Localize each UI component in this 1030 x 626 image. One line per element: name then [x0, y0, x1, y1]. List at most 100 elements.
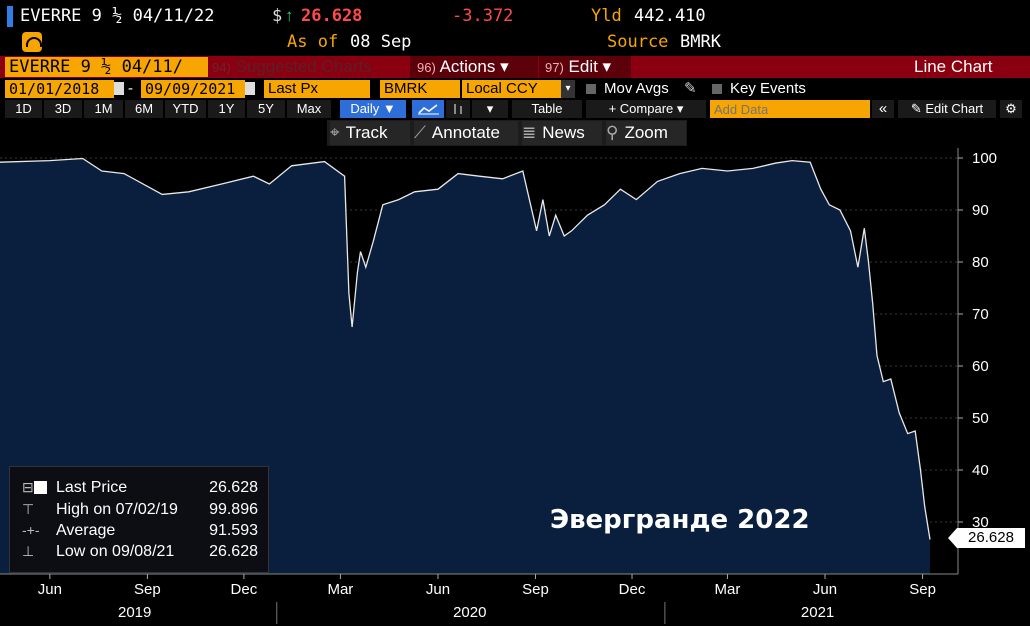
- last-price-tag: 26.628: [948, 528, 1025, 548]
- y-tick-label: 50: [972, 410, 989, 427]
- currency-select[interactable]: Local CCY: [462, 80, 564, 98]
- y-tick-label: 100: [972, 150, 997, 167]
- news-label: News: [542, 123, 585, 142]
- news-icon: ≣: [522, 123, 537, 142]
- x-tick-label: Sep: [909, 581, 936, 598]
- edit-chart-button[interactable]: ✎ Edit Chart: [898, 100, 996, 118]
- price-line: [0, 157, 931, 540]
- magnifier-icon: ⚲: [606, 123, 619, 142]
- year-label: 2021: [801, 604, 834, 621]
- source-label: Source: [607, 32, 669, 52]
- yield-value: 442.410: [634, 6, 706, 26]
- legend-label: Last Price: [56, 479, 128, 496]
- actions-menu[interactable]: 96) Actions ▾: [417, 56, 509, 78]
- x-tick-label: Jun: [38, 581, 62, 598]
- calendar-icon[interactable]: [114, 82, 124, 95]
- last-price: 26.628: [301, 6, 363, 26]
- zoom-label: Zoom: [624, 123, 668, 142]
- yield-label: Yld: [591, 6, 622, 26]
- as-of-label: As of: [287, 32, 339, 52]
- pencil-icon[interactable]: ✎: [684, 80, 697, 97]
- crosshair-icon: ⌖: [330, 123, 340, 142]
- chevron-down-icon[interactable]: ▾: [561, 80, 575, 98]
- start-date-field[interactable]: 01/01/2018: [5, 80, 114, 98]
- edit-number: 97): [545, 60, 564, 75]
- year-label: 2020: [453, 604, 486, 621]
- security-marker: [7, 6, 13, 27]
- mov-avgs-checkbox[interactable]: [586, 84, 596, 94]
- low-marker-icon: ⊥: [22, 543, 35, 559]
- y-axis-ticks: 30 40 50 60 70 80 90 100: [958, 150, 997, 531]
- period-button-5y[interactable]: 5Y: [247, 100, 285, 118]
- series-swatch: [34, 481, 47, 494]
- end-date-field[interactable]: 09/09/2021: [141, 80, 245, 98]
- actions-number: 96): [417, 60, 436, 75]
- add-data-input[interactable]: [710, 100, 870, 118]
- key-events-label[interactable]: Key Events: [730, 80, 806, 97]
- collapse-box-icon[interactable]: ⊟: [22, 479, 34, 495]
- line-chart-icon[interactable]: [412, 100, 444, 118]
- suggested-label: Suggested Charts: [235, 57, 372, 76]
- edit-menu[interactable]: 97) Edit ▾: [545, 56, 611, 78]
- high-marker-icon: ⊤: [22, 501, 35, 517]
- collapse-icon[interactable]: «: [872, 100, 894, 118]
- period-button-6m[interactable]: 6M: [125, 100, 163, 118]
- legend-value: 91.593: [209, 522, 258, 539]
- x-tick-label: Mar: [327, 581, 353, 598]
- chart-style-dropdown[interactable]: ▾: [472, 100, 508, 118]
- legend-low: ⊥ Low on 09/08/21 26.628: [10, 541, 268, 562]
- news-tool[interactable]: ≣ News: [522, 121, 602, 145]
- date-separator: -: [128, 80, 133, 97]
- edit-chart-label: Edit Chart: [925, 101, 984, 116]
- calendar-icon[interactable]: [245, 82, 255, 95]
- zoom-tool[interactable]: ⚲ Zoom: [606, 121, 686, 145]
- period-button-3d[interactable]: 3D: [44, 100, 82, 118]
- period-button-1y[interactable]: 1Y: [208, 100, 245, 118]
- source-value: BMRK: [680, 32, 721, 52]
- security-input[interactable]: EVERRE 9 ½ 04/11/: [5, 57, 208, 77]
- annotate-label: Annotate: [431, 123, 500, 142]
- key-events-checkbox[interactable]: [712, 84, 722, 94]
- mov-avgs-label[interactable]: Mov Avgs: [604, 80, 669, 97]
- period-button-max[interactable]: Max: [287, 100, 331, 118]
- suggested-number: 94): [212, 60, 231, 75]
- suggested-charts-menu[interactable]: 94) Suggested Charts: [212, 56, 372, 78]
- table-button[interactable]: Table: [512, 100, 582, 118]
- bar-chart-icon[interactable]: [446, 100, 470, 118]
- up-arrow-icon: ↑: [285, 6, 294, 25]
- gear-icon[interactable]: ⚙: [1000, 100, 1022, 118]
- frequency-select[interactable]: Daily ▼: [340, 100, 406, 118]
- legend-label: High on 07/02/19: [56, 501, 178, 518]
- y-tick-label: 60: [972, 358, 989, 375]
- x-tick-label: Jun: [813, 581, 837, 598]
- source-select[interactable]: BMRK: [380, 80, 460, 98]
- x-tick-label: Mar: [715, 581, 741, 598]
- annotate-icon: ⟋: [414, 123, 426, 142]
- period-button-1d[interactable]: 1D: [5, 100, 42, 118]
- bmrk-gauge-icon[interactable]: [22, 32, 42, 52]
- period-button-1m[interactable]: 1M: [84, 100, 123, 118]
- legend-label: Low on 09/08/21: [56, 543, 175, 560]
- as-of-value: 08 Sep: [350, 32, 412, 52]
- x-tick-label: Sep: [134, 581, 161, 598]
- edit-label: Edit ▾: [568, 57, 612, 76]
- legend-value: 26.628: [209, 479, 258, 496]
- legend-average: -+- Average 91.593: [10, 520, 268, 541]
- x-axis-ticks: Jun Sep Dec Mar Jun Sep Dec Mar Jun Sep: [38, 574, 936, 598]
- legend-value: 99.896: [209, 501, 258, 518]
- annotation-text: Эвергранде 2022: [550, 505, 810, 535]
- average-marker-icon: -+-: [22, 522, 40, 538]
- compare-button[interactable]: + Compare ▾: [586, 100, 706, 118]
- x-tick-label: Dec: [231, 581, 258, 598]
- x-tick-label: Jun: [426, 581, 450, 598]
- legend-label: Average: [56, 522, 116, 539]
- field-select[interactable]: Last Px: [264, 80, 370, 98]
- period-button-ytd[interactable]: YTD: [165, 100, 206, 118]
- y-tick-label: 90: [972, 202, 989, 219]
- annotate-tool[interactable]: ⟋ Annotate: [414, 121, 518, 145]
- y-tick-label: 40: [972, 462, 989, 479]
- chart-legend[interactable]: ⊟ Last Price 26.628 ⊤ High on 07/02/19 9…: [9, 466, 269, 573]
- edit-tab-bg: [539, 56, 631, 78]
- track-tool[interactable]: ⌖ Track: [330, 121, 410, 145]
- x-tick-label: Sep: [522, 581, 549, 598]
